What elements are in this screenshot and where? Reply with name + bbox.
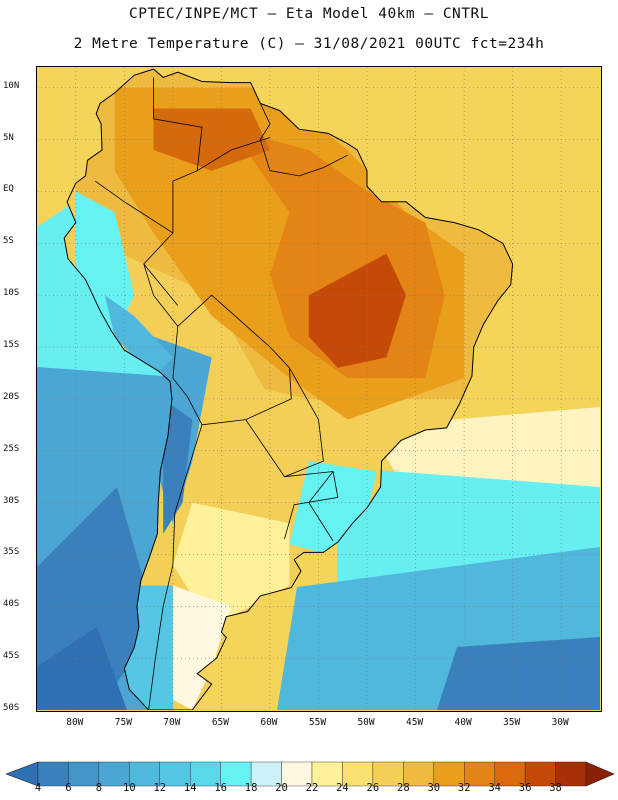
colorbar-swatch <box>372 761 404 787</box>
chart-title-line-2: 2 Metre Temperature (C) — 31/08/2021 00U… <box>73 36 545 52</box>
colorbar-tick-label: 18 <box>244 782 258 794</box>
colorbar-swatch <box>403 761 434 787</box>
colorbar-tick-label: 14 <box>183 782 197 794</box>
latitude-label: 50S <box>3 703 20 713</box>
ocean-deep-southeast <box>437 637 600 710</box>
country-border-line <box>259 103 348 177</box>
land-extreme-core <box>308 253 406 368</box>
latitude-label: 45S <box>3 651 20 662</box>
country-border-line <box>148 424 203 710</box>
colorbar-swatch <box>250 761 282 787</box>
latitude-label: 5S <box>3 236 14 247</box>
latitude-label: 25S <box>3 443 20 454</box>
latitude-label: 40S <box>3 599 20 610</box>
colorbar-tick-label: 24 <box>336 782 349 794</box>
colorbar-swatch <box>494 761 526 787</box>
colorbar-swatch <box>37 761 69 787</box>
longitude-label: 40W <box>454 717 472 728</box>
longitude-label: 70W <box>163 717 181 728</box>
colorbar-swatch <box>220 761 252 787</box>
colorbar-tick-label: 30 <box>427 782 441 794</box>
colorbar-tick-label: 6 <box>65 782 72 794</box>
country-borders <box>94 77 348 710</box>
country-border-line <box>245 367 324 478</box>
latitude-label: 10S <box>3 288 20 299</box>
longitude-label: 55W <box>308 717 327 728</box>
longitude-label: 60W <box>260 717 278 728</box>
colorbar-tick-label: 28 <box>397 782 410 794</box>
colorbar-swatch <box>311 761 343 787</box>
longitude-label: 50W <box>357 717 375 728</box>
land-cold-andes-south <box>163 398 193 534</box>
longitude-label: 35W <box>503 717 521 728</box>
latitude-label: 15S <box>3 340 20 351</box>
latitude-label: 35S <box>3 547 20 558</box>
colorbar-over-triangle <box>585 761 615 787</box>
colorbar-tick-label: 32 <box>457 782 471 794</box>
land-cool-coast-south <box>289 461 377 555</box>
colorbar-tick-label: 4 <box>34 782 42 794</box>
colorbar-swatch <box>190 761 221 787</box>
temperature-map <box>36 66 602 712</box>
longitude-label: 75W <box>114 717 132 728</box>
colorbar-swatch <box>68 761 100 787</box>
country-border-line <box>308 471 334 542</box>
continent-coastline <box>63 68 514 710</box>
map-canvas <box>37 67 600 710</box>
colorbar-tick-label: 36 <box>518 782 532 794</box>
country-border-line <box>153 77 203 233</box>
ocean-pacific-deepest <box>37 627 127 710</box>
colorbar-tick-label: 12 <box>153 782 167 794</box>
land-cold-andes-peru <box>104 295 173 379</box>
colorbar-swatch <box>524 761 556 787</box>
colorbar-swatch <box>555 761 587 787</box>
colorbar-tick-label: 26 <box>366 782 380 794</box>
colorbar-tick-label: 38 <box>549 782 562 794</box>
country-border-line <box>143 263 179 327</box>
colorbar <box>5 761 615 787</box>
country-border-line <box>284 471 339 540</box>
colorbar-tick-label: 16 <box>214 782 227 794</box>
colorbar-tick-label: 10 <box>123 782 136 794</box>
colorbar-tick-label: 20 <box>275 782 288 794</box>
colorbar-tick-label: 22 <box>305 782 319 794</box>
latitude-label: EQ <box>3 184 14 195</box>
colorbar-swatch <box>433 761 465 787</box>
latitude-label: 10N <box>3 80 20 91</box>
colorbar-under-triangle <box>5 761 39 787</box>
country-border-line <box>196 137 271 172</box>
colorbar-swatch <box>281 761 313 787</box>
chart-title-line-1: CPTEC/INPE/MCT — Eta Model 40km — CNTRL <box>129 6 489 22</box>
latitude-label: 5N <box>3 132 14 143</box>
longitude-label: 45W <box>405 717 424 728</box>
longitude-label: 30W <box>551 717 569 728</box>
land-warm-chaco <box>192 378 329 545</box>
longitude-label: 65W <box>211 717 230 728</box>
land-cold-andes-north <box>75 191 135 337</box>
colorbar-swatch <box>464 761 495 787</box>
colorbar-tick-label: 34 <box>488 782 501 794</box>
colorbar-tick-label: 8 <box>95 782 103 794</box>
longitude-label: 80W <box>66 717 84 728</box>
latitude-label: 30S <box>3 495 20 506</box>
latitude-label: 20S <box>3 391 20 402</box>
